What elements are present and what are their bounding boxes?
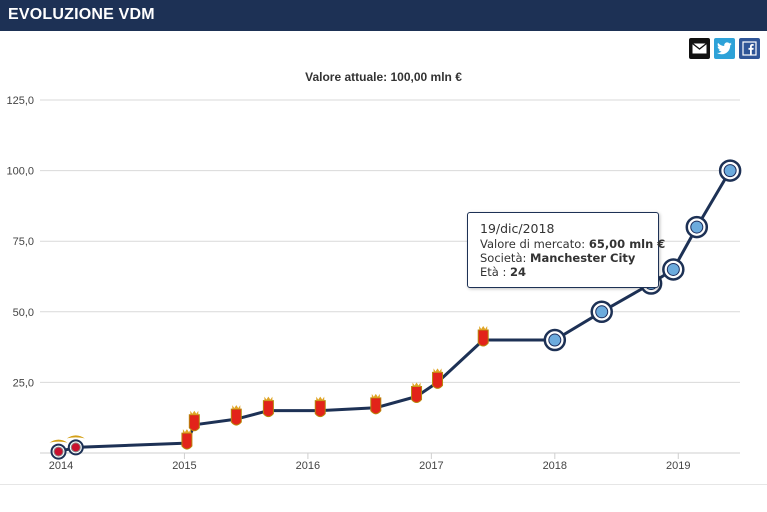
chart-subtitle: Valore attuale: 100,00 mln €	[305, 70, 462, 84]
club-crest-icon	[53, 446, 64, 457]
crown-icon	[433, 368, 442, 373]
x-tick-label: 2016	[296, 460, 320, 472]
x-tick-label: 2017	[419, 460, 443, 472]
tooltip-club-row: Società: Manchester City	[480, 251, 635, 265]
club-crest-icon	[432, 371, 444, 389]
tooltip-age: 24	[510, 265, 527, 279]
chart-tooltip: 19/dic/2018 Valore di mercato: 65,00 mln…	[467, 212, 665, 288]
y-tick-label: 75,0	[13, 236, 34, 248]
mail-icon	[692, 43, 707, 54]
club-crest-icon	[690, 220, 704, 234]
tooltip-age-row: Età : 24	[480, 265, 526, 279]
club-crest-icon	[723, 164, 737, 178]
club-crest-icon	[314, 400, 326, 418]
twitter-icon	[717, 42, 732, 55]
facebook-share-button[interactable]	[739, 38, 760, 59]
x-tick-label: 2014	[49, 460, 73, 472]
club-crest-icon	[181, 432, 193, 450]
club-crest-icon	[595, 305, 609, 319]
mail-share-button[interactable]	[689, 38, 710, 59]
club-crest-icon	[230, 408, 242, 426]
club-crest-icon	[666, 262, 680, 276]
tooltip-value-row: Valore di mercato: 65,00 mln €	[480, 237, 665, 251]
tooltip-date: 19/dic/2018	[480, 221, 555, 236]
crown-icon	[232, 405, 241, 410]
twitter-share-button[interactable]	[714, 38, 735, 59]
tooltip-club: Manchester City	[530, 251, 636, 265]
crown-icon	[479, 326, 488, 331]
crown-icon	[190, 410, 199, 415]
club-crest-icon	[548, 333, 562, 347]
club-crest-icon	[370, 397, 382, 415]
crown-icon	[316, 396, 325, 401]
x-tick-label: 2018	[543, 460, 567, 472]
header-bar: EVOLUZIONE VDM	[0, 0, 767, 31]
eagle-icon	[66, 435, 85, 439]
y-tick-label: 50,0	[13, 307, 34, 319]
facebook-icon	[742, 41, 757, 56]
crown-icon	[371, 393, 380, 398]
y-tick-label: 100,0	[6, 166, 34, 178]
club-crest-icon	[477, 329, 489, 347]
crown-icon	[412, 382, 421, 387]
bottom-divider	[0, 484, 767, 485]
tooltip-value-label: Valore di mercato:	[480, 237, 589, 251]
x-tick-label: 2015	[172, 460, 196, 472]
y-tick-label: 125,0	[6, 95, 34, 107]
club-crest-icon	[411, 386, 423, 404]
club-crest-icon	[70, 442, 81, 453]
header-title: EVOLUZIONE VDM	[8, 6, 155, 23]
club-crest-icon	[262, 400, 274, 418]
crown-icon	[182, 429, 191, 434]
tooltip-value: 65,00 mln €	[588, 237, 666, 251]
market-value-chart: 25,0 50,0 75,0 100,0 125,0 2014 2015 2016 2017 20…	[6, 95, 742, 472]
club-crest-icon	[188, 414, 200, 432]
y-tick-label: 25,0	[13, 377, 34, 389]
tooltip-club-label: Società:	[480, 251, 531, 265]
eagle-icon	[49, 439, 68, 443]
crown-icon	[264, 396, 273, 401]
x-tick-label: 2019	[666, 460, 690, 472]
tooltip-age-label: Età :	[480, 265, 511, 279]
